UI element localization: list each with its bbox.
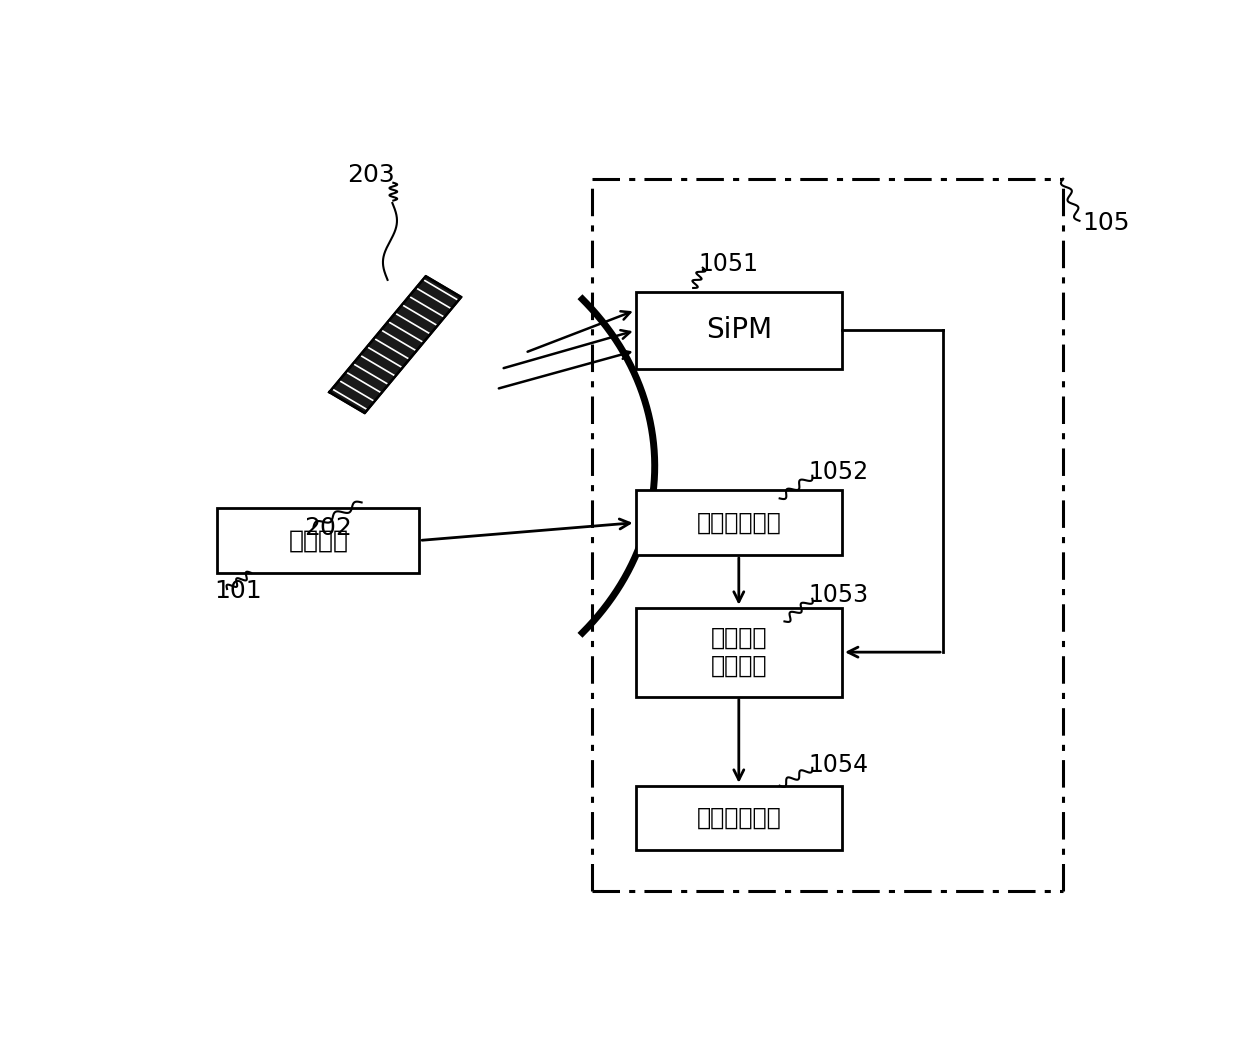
Text: 202: 202 [304, 516, 352, 540]
Text: 1054: 1054 [808, 754, 868, 778]
Text: 1051: 1051 [698, 251, 758, 275]
Text: 203: 203 [347, 163, 396, 187]
Text: 信号协同
读出电路: 信号协同 读出电路 [711, 626, 768, 678]
Text: SiPM: SiPM [706, 316, 771, 345]
Text: 101: 101 [215, 579, 262, 603]
Text: 105: 105 [1083, 211, 1130, 235]
Bar [635, 607, 842, 697]
Bar [635, 490, 842, 555]
Polygon shape [330, 276, 461, 413]
Text: 脉冲驱动电路: 脉冲驱动电路 [697, 511, 781, 535]
Text: 1052: 1052 [808, 460, 868, 485]
Bar [635, 292, 842, 369]
Text: 1053: 1053 [808, 583, 868, 607]
Bar [635, 786, 842, 850]
Bar [217, 508, 419, 573]
Text: 信号处理单元: 信号处理单元 [697, 806, 781, 830]
Text: 发光器件: 发光器件 [289, 529, 348, 553]
